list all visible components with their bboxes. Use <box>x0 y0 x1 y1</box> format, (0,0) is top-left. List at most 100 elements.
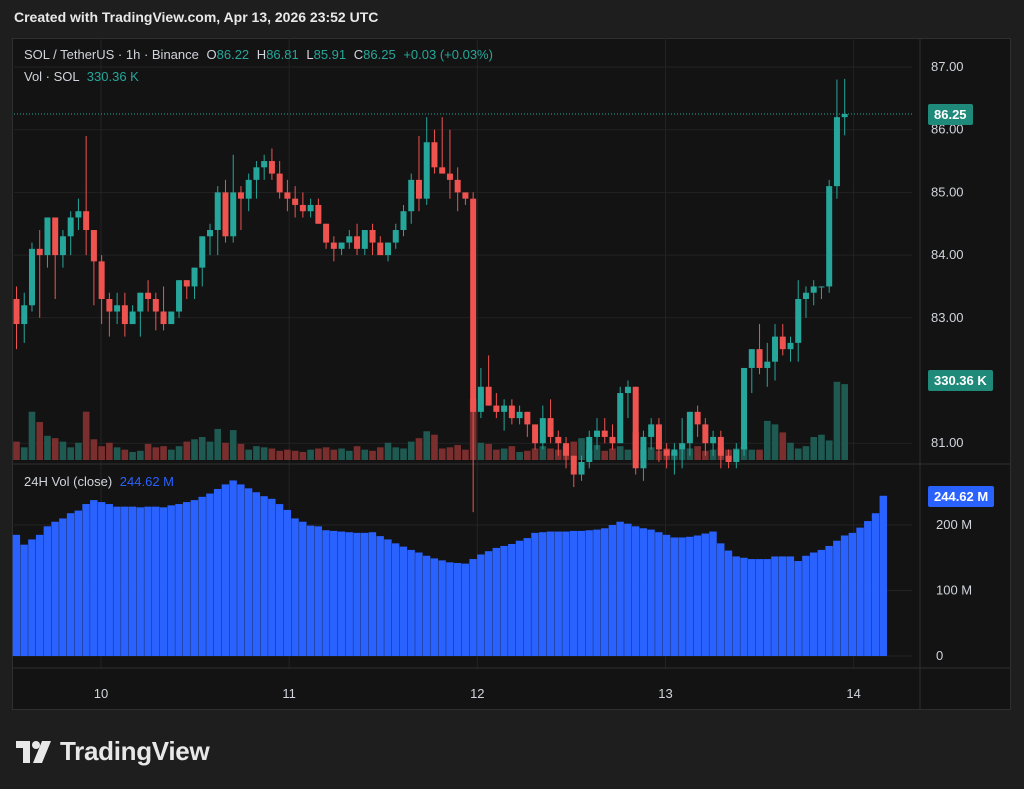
vol24-bar <box>136 507 144 656</box>
vol24-bar <box>484 551 493 656</box>
vol24-bar <box>616 521 624 656</box>
candle-body <box>253 167 260 180</box>
volume-bar <box>748 449 756 460</box>
vol24-bar <box>353 532 361 656</box>
vol24-label: 24H Vol (close) <box>24 474 113 489</box>
volume-bar <box>524 450 531 460</box>
candle-body <box>377 242 384 256</box>
volume-legend: Vol · SOL 330.36 K <box>24 69 139 84</box>
volume-bar <box>694 446 701 460</box>
vol24-bar <box>221 484 230 656</box>
vol24-bar <box>624 523 632 656</box>
candle-body <box>408 179 415 212</box>
vol24-bar <box>546 531 555 656</box>
volume-bar <box>20 447 28 460</box>
candle-body <box>570 455 577 475</box>
volume-bar <box>75 442 82 460</box>
vol24-tick-label: 0 <box>936 648 943 663</box>
volume-bar <box>307 449 314 460</box>
volume-bar <box>446 447 454 460</box>
vol24-bar <box>655 532 663 656</box>
vol24-bar <box>391 543 400 656</box>
candle-body <box>802 292 809 299</box>
volume-bar <box>423 431 431 460</box>
candle-body <box>199 236 206 268</box>
candle-body <box>795 298 802 343</box>
volume-bar <box>539 446 547 460</box>
candle-body <box>470 198 477 412</box>
price-badge: 86.25 <box>928 104 973 125</box>
candle-body <box>276 173 283 193</box>
candle-body <box>547 418 554 437</box>
vol24-bar <box>291 518 299 656</box>
volume-bar <box>400 448 407 460</box>
time-tick-label: 11 <box>282 686 296 701</box>
vol24-bar <box>755 559 764 656</box>
vol24-bar <box>337 531 346 656</box>
vol24-bar <box>244 488 253 656</box>
candle-body <box>748 349 755 368</box>
volume-bar <box>779 432 787 460</box>
vol24-bar <box>864 521 872 656</box>
close-label: C <box>353 47 364 62</box>
vol24-bar <box>144 506 152 656</box>
candle-body <box>168 311 175 325</box>
volume-bar <box>810 437 818 460</box>
candle-body <box>90 230 97 262</box>
volume-bar <box>438 448 446 460</box>
vol24-bar <box>128 506 137 656</box>
vol24-bar <box>213 488 222 656</box>
candle-body <box>609 436 616 444</box>
candle-body <box>772 336 779 362</box>
candle-body <box>13 298 20 325</box>
candle-body <box>663 449 670 456</box>
vol24-bar <box>701 533 709 656</box>
candle-body <box>586 436 593 463</box>
vol24-bar <box>152 506 160 656</box>
candle-body <box>477 386 484 412</box>
candle-body <box>83 211 90 231</box>
candle-body <box>462 192 469 199</box>
vol24-bar <box>848 532 857 656</box>
candle-body <box>98 261 105 299</box>
candle-body <box>129 311 136 325</box>
vol24-bar <box>778 556 787 656</box>
candle-body <box>555 436 562 444</box>
volume-bar <box>129 451 136 460</box>
candle-body <box>160 311 167 325</box>
volume-bar <box>229 430 237 460</box>
vol24-bar <box>639 528 648 656</box>
candle-body <box>648 424 655 437</box>
volume-bar <box>508 446 516 460</box>
volume-bar <box>90 439 98 460</box>
volume-bar <box>647 447 655 460</box>
volume-bar <box>59 441 67 460</box>
high-label: H <box>256 47 267 62</box>
volume-bar <box>818 434 825 460</box>
vol24-bar <box>74 510 83 656</box>
tradingview-logo[interactable]: TradingView <box>16 736 210 767</box>
vol24-bar <box>306 525 315 656</box>
candle-body <box>485 386 492 406</box>
vol24-bar <box>28 539 36 656</box>
vol24-bar <box>105 504 113 656</box>
candle-body <box>686 411 693 444</box>
chart-canvas[interactable]: 87.00 86.00 85.00 84.00 83.00 81.00 10 11 12 13 14… <box>12 38 1011 710</box>
candle-body <box>702 424 709 444</box>
vol24-bar <box>422 555 431 656</box>
vol24-bar <box>299 521 307 656</box>
vol24-bar <box>523 538 531 656</box>
time-tick-label: 10 <box>94 686 108 701</box>
change-value: +0.03 (+0.03%) <box>403 47 493 62</box>
time-tick-label: 13 <box>658 686 672 701</box>
vol24-bar <box>879 495 887 656</box>
vol24-bar <box>330 530 338 656</box>
vol24-bar <box>90 500 98 656</box>
volume-bar <box>191 439 198 460</box>
volume-bar <box>376 447 384 460</box>
candle-body <box>624 386 631 394</box>
vol24-bar <box>809 552 818 656</box>
volume-bar <box>276 450 283 460</box>
vol24-bar <box>562 531 570 656</box>
price-tick-label: 83.00 <box>931 310 964 325</box>
